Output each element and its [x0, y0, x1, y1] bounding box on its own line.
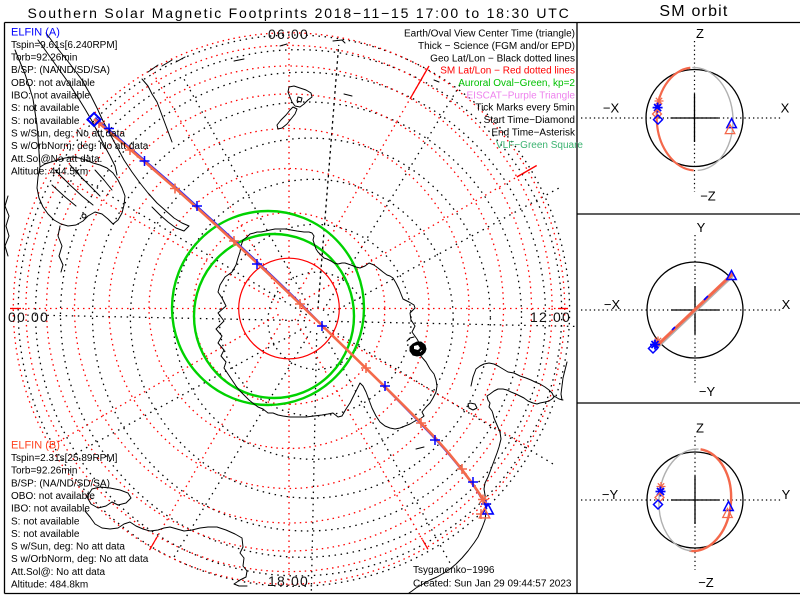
svg-text:OBO: not available: OBO: not available	[11, 491, 95, 502]
svg-text:−Z: −Z	[698, 575, 714, 590]
svg-text:S: not available: S: not available	[11, 116, 80, 127]
svg-text:18:00: 18:00	[268, 573, 309, 589]
svg-text:SM orbit: SM orbit	[659, 3, 728, 20]
svg-text:−Y: −Y	[699, 384, 716, 399]
svg-text:−Y: −Y	[602, 487, 619, 502]
svg-text:Geo Lat/Lon − Black dotted lin: Geo Lat/Lon − Black dotted lines	[430, 53, 575, 64]
svg-text:Tspin=2.31s[25.89RPM]: Tspin=2.31s[25.89RPM]	[11, 453, 118, 464]
svg-text:Y: Y	[697, 220, 706, 235]
svg-text:ELFIN (A): ELFIN (A)	[11, 26, 60, 38]
svg-text:B/SP: (NA/ND/SD/SA): B/SP: (NA/ND/SD/SA)	[11, 65, 110, 76]
svg-text:Tspin=9.61s[6.240RPM]: Tspin=9.61s[6.240RPM]	[11, 40, 118, 51]
svg-text:Auroral Oval−Green, kp=2: Auroral Oval−Green, kp=2	[458, 78, 575, 89]
svg-text:S w/Sun, deg: No att data: S w/Sun, deg: No att data	[11, 542, 125, 553]
svg-text:00:00: 00:00	[8, 309, 49, 325]
svg-text:OBO: not available: OBO: not available	[11, 78, 95, 89]
svg-text:Z: Z	[696, 26, 704, 41]
svg-text:X: X	[781, 101, 790, 116]
svg-text:X: X	[782, 297, 791, 312]
svg-text:Altitude: 444.5km: Altitude: 444.5km	[11, 166, 88, 177]
svg-text:−Z: −Z	[700, 189, 716, 204]
svg-text:Earth/Oval View Center Time (t: Earth/Oval View Center Time (triangle)	[404, 29, 575, 40]
svg-text:IBO: not available: IBO: not available	[11, 91, 90, 102]
svg-text:S w/OrbNorm, deg: No att data: S w/OrbNorm, deg: No att data	[11, 141, 149, 152]
svg-text:12:00: 12:00	[530, 309, 571, 325]
svg-text:Torb=92.26min: Torb=92.26min	[11, 53, 77, 64]
svg-text:Thick − Science (FGM and/or EP: Thick − Science (FGM and/or EPD)	[418, 41, 575, 52]
svg-text:End Time−Asterisk: End Time−Asterisk	[491, 127, 576, 138]
svg-text:Att.Sol@No att data.: Att.Sol@No att data.	[11, 154, 102, 165]
svg-text:Y: Y	[782, 487, 791, 502]
svg-text:B/SP: (NA/ND/SD/SA): B/SP: (NA/ND/SD/SA)	[11, 478, 110, 489]
svg-text:−X: −X	[603, 101, 620, 116]
svg-text:IBO: not available: IBO: not available	[11, 504, 90, 515]
svg-text:Southern Solar Magnetic Footpr: Southern Solar Magnetic Footprints 2018−…	[28, 5, 571, 21]
svg-text:ELFIN (B): ELFIN (B)	[11, 439, 60, 451]
svg-text:Tick Marks every 5min: Tick Marks every 5min	[475, 103, 575, 114]
svg-text:Created: Sun Jan 29 09:44:57 2: Created: Sun Jan 29 09:44:57 2023	[413, 579, 572, 590]
svg-text:S: not available: S: not available	[11, 516, 80, 527]
svg-text:S: not available: S: not available	[11, 529, 80, 540]
svg-text:EISCAT−Purple Triangle: EISCAT−Purple Triangle	[467, 90, 576, 101]
svg-text:SM Lat/Lon − Red dotted lines: SM Lat/Lon − Red dotted lines	[440, 66, 575, 77]
svg-text:S w/OrbNorm, deg: No att data: S w/OrbNorm, deg: No att data	[11, 554, 149, 565]
svg-text:Z: Z	[696, 421, 704, 436]
svg-text:S w/Sun, deg: No att data: S w/Sun, deg: No att data	[11, 129, 125, 140]
svg-text:06:00: 06:00	[268, 26, 309, 42]
svg-text:VLF−Green Square: VLF−Green Square	[496, 140, 583, 151]
svg-text:Torb=92.26min: Torb=92.26min	[11, 466, 77, 477]
svg-text:Tsyganenko−1996: Tsyganenko−1996	[413, 565, 495, 576]
svg-text:S: not available: S: not available	[11, 103, 80, 114]
svg-text:−X: −X	[604, 297, 621, 312]
svg-text:Altitude: 484.8km: Altitude: 484.8km	[11, 580, 88, 591]
svg-text:Att.Sol@: No att data: Att.Sol@: No att data	[11, 567, 106, 578]
svg-text:Start Time−Diamond: Start Time−Diamond	[484, 115, 575, 126]
